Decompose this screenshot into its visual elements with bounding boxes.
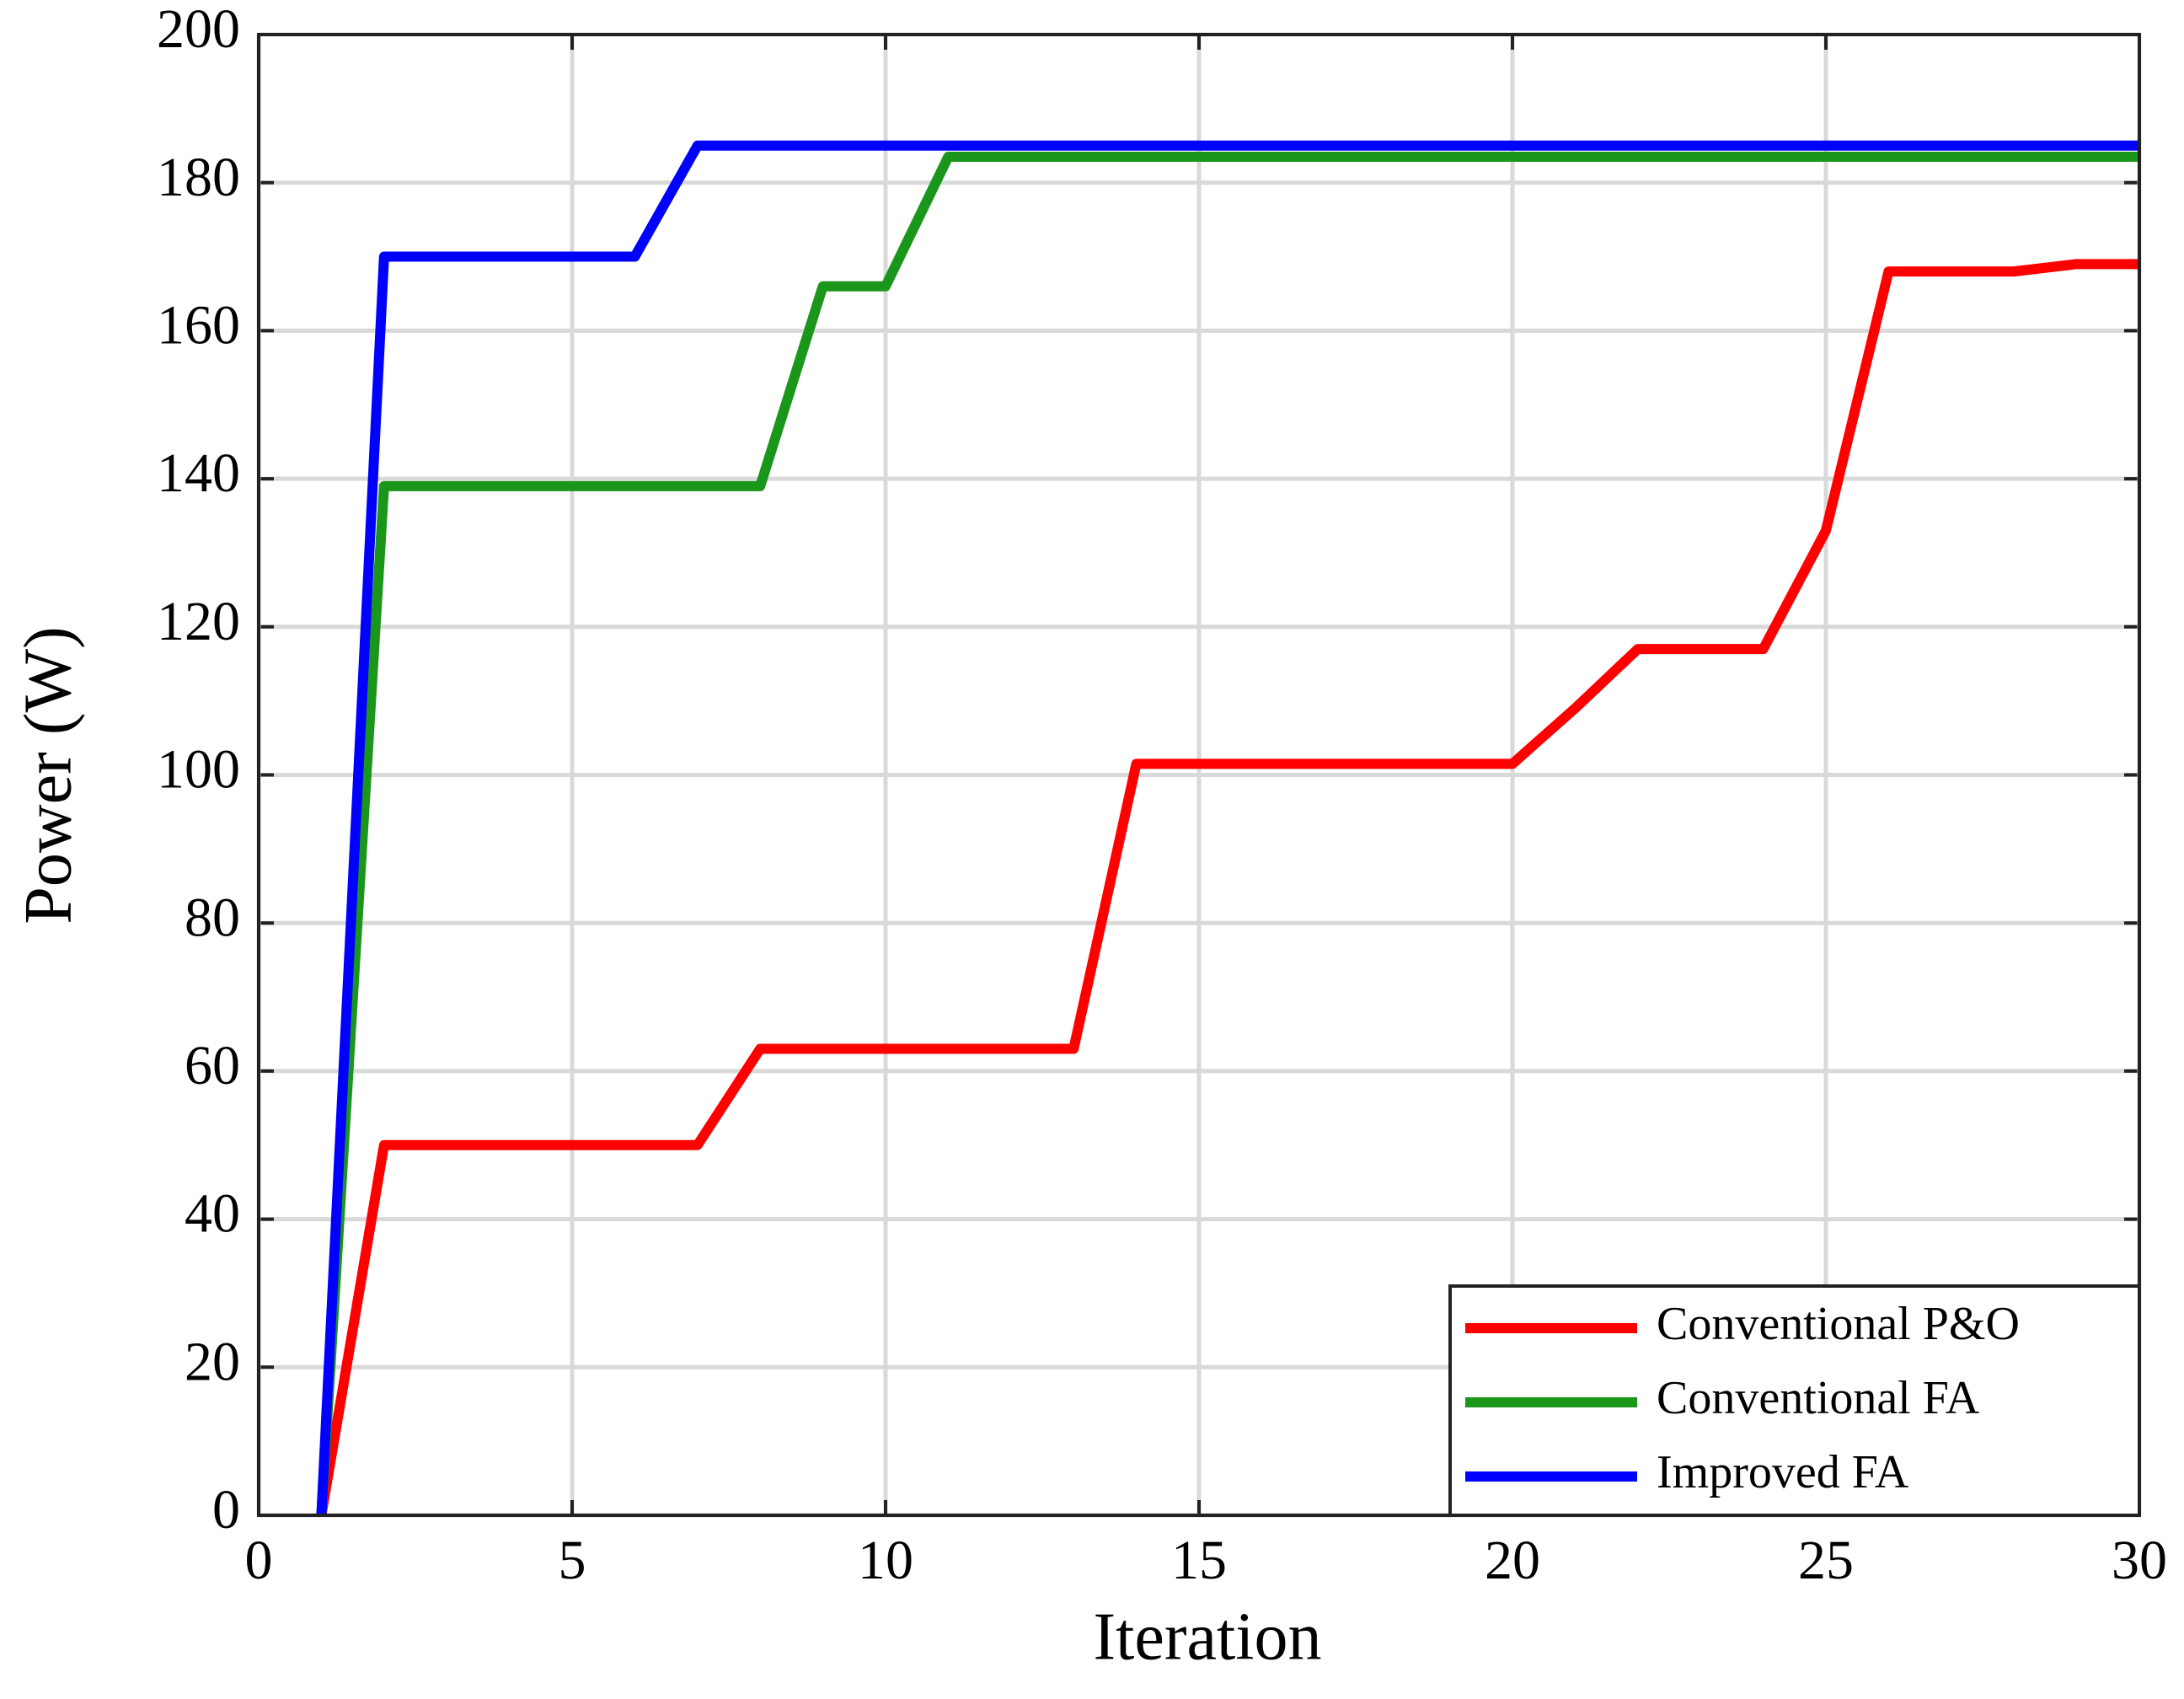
- x-tick-label: 30: [2112, 1530, 2167, 1591]
- y-tick-label: 0: [212, 1479, 240, 1541]
- x-tick-label: 15: [1171, 1530, 1227, 1591]
- x-tick-label: 25: [1798, 1530, 1854, 1591]
- x-tick-label: 20: [1485, 1530, 1540, 1591]
- legend-label: Conventional FA: [1657, 1372, 1980, 1424]
- x-tick-label: 10: [858, 1530, 913, 1591]
- legend-label: Conventional P&O: [1657, 1298, 2020, 1350]
- y-tick-label: 180: [157, 147, 240, 208]
- y-tick-label: 160: [157, 295, 240, 356]
- series-line: [316, 140, 2139, 1516]
- x-tick-label: 5: [559, 1530, 586, 1591]
- y-tick-label: 200: [157, 0, 240, 60]
- x-axis-label: Iteration: [1094, 1600, 1322, 1674]
- y-tick-label: 140: [157, 442, 240, 504]
- y-tick-label: 80: [185, 887, 240, 948]
- plot-border: [257, 33, 2141, 1517]
- y-tick-label: 40: [185, 1183, 240, 1245]
- series-line: [316, 259, 2139, 1517]
- y-axis-label: Power (W): [11, 626, 85, 924]
- y-tick-label: 20: [185, 1331, 240, 1392]
- y-tick-label: 120: [157, 591, 240, 652]
- y-tick-label: 100: [157, 739, 240, 801]
- legend-label: Improved FA: [1657, 1446, 1909, 1498]
- y-tick-label: 60: [185, 1035, 240, 1096]
- x-tick-label: 0: [245, 1530, 273, 1591]
- series-line: [316, 151, 2139, 1516]
